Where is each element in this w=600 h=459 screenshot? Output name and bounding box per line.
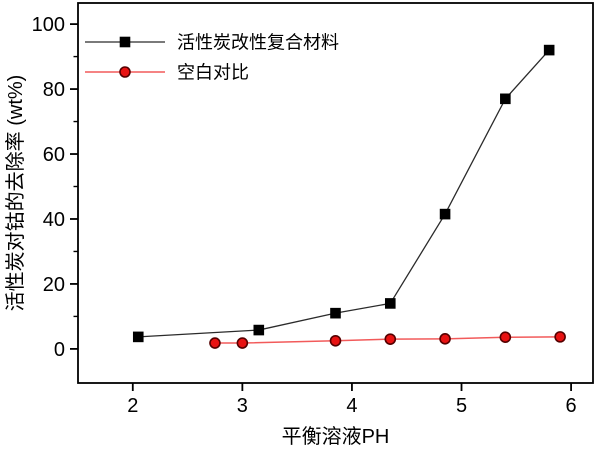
series-0-marker	[439, 208, 451, 220]
series-0-marker	[500, 93, 511, 105]
series-0-marker	[330, 307, 341, 319]
x-axis-tick-label: 3	[237, 395, 248, 417]
legend-label: 空白对比	[177, 62, 249, 82]
series-1-marker	[499, 331, 512, 344]
y-axis-tick-label: 60	[43, 144, 65, 166]
y-axis-tick-label: 0	[54, 339, 65, 361]
series-0-marker	[119, 36, 131, 48]
series-1-marker	[554, 331, 566, 343]
series-1-marker	[329, 334, 342, 347]
series-0-marker	[543, 44, 555, 56]
series-0-line	[138, 49, 550, 338]
plot-border	[77, 2, 594, 384]
series-0-marker	[384, 298, 396, 309]
y-axis-tick-label: 40	[43, 209, 65, 231]
series-1-marker	[439, 333, 451, 345]
y-axis-tick-label: 100	[32, 14, 65, 36]
x-axis-tick-label: 6	[566, 395, 577, 417]
series-1-marker	[384, 333, 397, 345]
series-0-marker	[132, 331, 144, 343]
y-axis-title: 活性炭对钴的去除率 (wt%)	[4, 75, 27, 312]
legend-label: 活性炭改性复合材料	[177, 32, 339, 52]
series-1-marker	[119, 66, 131, 78]
x-axis-tick-label: 5	[456, 395, 467, 417]
x-axis-title: 平衡溶液PH	[282, 425, 390, 448]
series-0-marker	[253, 324, 265, 336]
series-1-marker	[209, 337, 221, 349]
y-axis-tick-label: 80	[43, 79, 65, 101]
x-axis-tick-label: 4	[346, 395, 357, 417]
x-axis-tick-label: 2	[127, 395, 138, 417]
y-axis-tick-label: 20	[43, 274, 65, 296]
series-1-marker	[236, 337, 249, 349]
